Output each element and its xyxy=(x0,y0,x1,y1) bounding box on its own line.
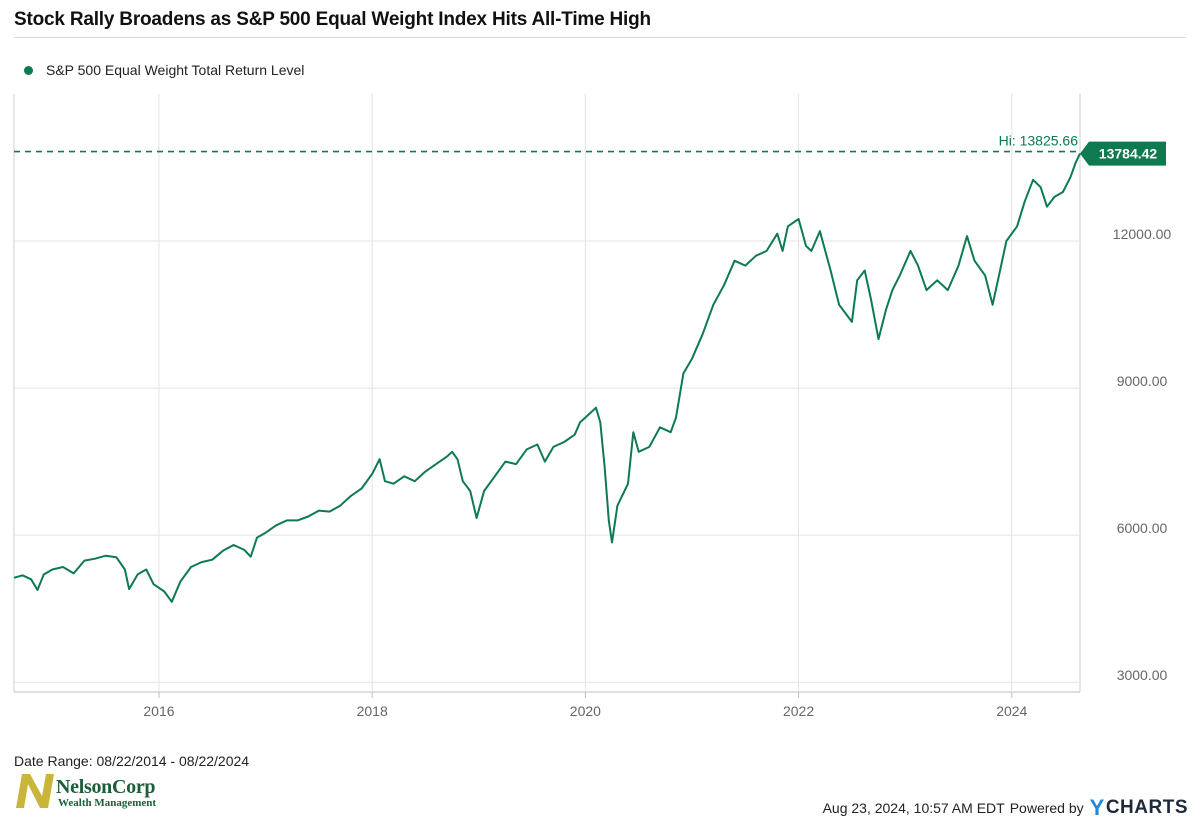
legend-label: S&P 500 Equal Weight Total Return Level xyxy=(46,62,305,78)
legend-marker-icon xyxy=(24,65,33,75)
nelsoncorp-logo: NelsonCorp Wealth Management xyxy=(14,772,164,812)
y-tick-label: 6000.00 xyxy=(1117,520,1168,536)
y-tick-label: 3000.00 xyxy=(1117,667,1168,683)
y-tick-label: 9000.00 xyxy=(1117,373,1168,389)
y-tick-label: 12000.00 xyxy=(1113,226,1172,242)
last-value-tag-shape xyxy=(1080,141,1166,166)
last-value-label: 13784.42 xyxy=(1099,146,1158,162)
ycharts-y-icon: Y xyxy=(1089,795,1105,820)
x-tick-label: 2020 xyxy=(570,703,601,719)
timestamp: Aug 23, 2024, 10:57 AM EDT xyxy=(822,800,1005,816)
x-tick-label: 2018 xyxy=(357,703,388,719)
x-tick-label: 2022 xyxy=(783,703,814,719)
footer-attribution: Aug 23, 2024, 10:57 AM EDT Powered by Y … xyxy=(823,795,1188,821)
x-tick-label: 2024 xyxy=(996,703,1027,719)
logo-tagline: Wealth Management xyxy=(58,797,157,809)
series-line xyxy=(13,153,1081,603)
last-value-tag: 13784.42 xyxy=(1080,141,1166,166)
x-tick-label: 2016 xyxy=(143,703,174,719)
legend[interactable]: S&P 500 Equal Weight Total Return Level xyxy=(24,62,304,78)
high-label: Hi: 13825.66 xyxy=(999,133,1079,149)
annotation-layer: Hi: 13825.66 13784.42 xyxy=(14,133,1166,166)
powered-by-label: Powered by xyxy=(1009,800,1084,816)
series-layer xyxy=(13,153,1081,603)
axis-layer: 2016 2018 2020 2022 2024 3000.00 6000.00 9000.0… xyxy=(143,226,1171,719)
ycharts-logo[interactable]: Y CHARTS xyxy=(1090,795,1188,821)
grid-layer xyxy=(13,94,1081,693)
nelsoncorp-n-icon xyxy=(16,774,54,808)
date-range: Date Range: 08/22/2014 - 08/22/2024 xyxy=(14,753,250,769)
logo-company-name: NelsonCorp xyxy=(56,776,156,798)
title-divider xyxy=(14,37,1186,38)
chart-title: Stock Rally Broadens as S&P 500 Equal We… xyxy=(14,9,651,30)
ycharts-wordmark: CHARTS xyxy=(1105,797,1188,818)
